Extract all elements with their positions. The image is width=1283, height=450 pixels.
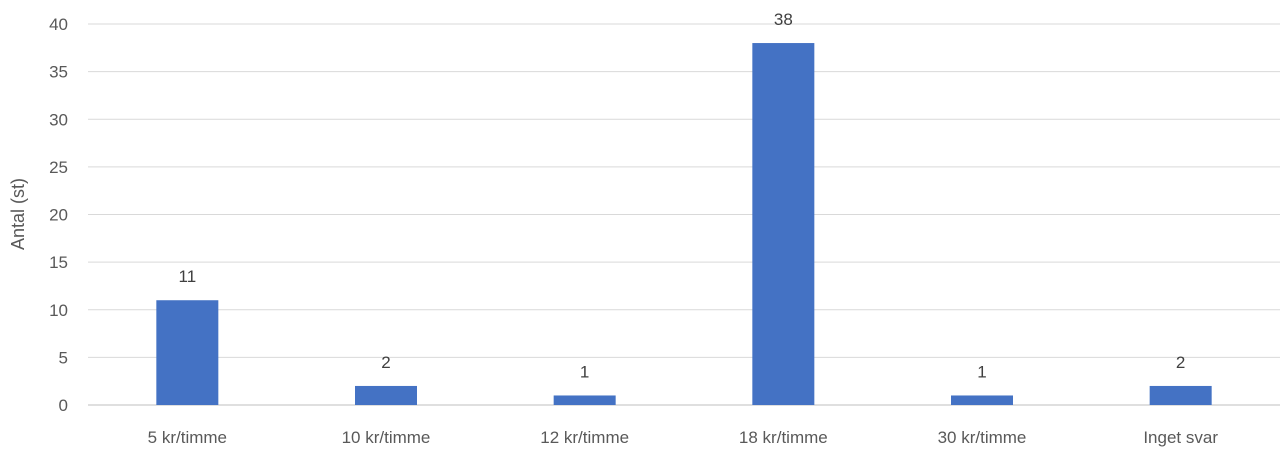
y-axis-ticks: 0 5 10 15 20 25 30 35 40 xyxy=(49,15,68,415)
y-tick-label: 20 xyxy=(49,206,68,225)
x-axis-categories: 5 kr/timme 10 kr/timme 12 kr/timme 18 kr/ti… xyxy=(148,428,1219,447)
x-category-label: Inget svar xyxy=(1143,428,1218,447)
x-category-label: 30 kr/timme xyxy=(938,428,1027,447)
y-tick-label: 0 xyxy=(59,396,68,415)
gridlines xyxy=(88,23,1280,406)
bar-3 xyxy=(752,43,815,406)
bar-0 xyxy=(156,300,219,405)
y-axis-title: Antal (st) xyxy=(8,178,28,250)
bar-4 xyxy=(951,395,1013,405)
y-tick-label: 15 xyxy=(49,253,68,272)
x-category-label: 12 kr/timme xyxy=(540,428,629,447)
data-label: 2 xyxy=(381,353,390,372)
y-tick-label: 35 xyxy=(49,63,68,82)
bars xyxy=(156,43,1212,406)
x-category-label: 10 kr/timme xyxy=(342,428,431,447)
bar-1 xyxy=(355,385,417,405)
x-category-label: 18 kr/timme xyxy=(739,428,828,447)
y-tick-label: 10 xyxy=(49,301,68,320)
x-category-label: 5 kr/timme xyxy=(148,428,227,447)
y-tick-label: 40 xyxy=(49,15,68,34)
data-label: 1 xyxy=(580,362,589,381)
data-label: 2 xyxy=(1176,353,1185,372)
data-labels: 11 2 1 38 1 2 xyxy=(179,10,1186,381)
y-tick-label: 5 xyxy=(59,348,68,367)
y-tick-label: 30 xyxy=(49,110,68,129)
bar-5 xyxy=(1149,385,1212,405)
y-tick-label: 25 xyxy=(49,158,68,177)
data-label: 11 xyxy=(179,267,197,286)
data-label: 38 xyxy=(774,10,793,29)
bar-2 xyxy=(553,395,616,405)
data-label: 1 xyxy=(977,362,986,381)
